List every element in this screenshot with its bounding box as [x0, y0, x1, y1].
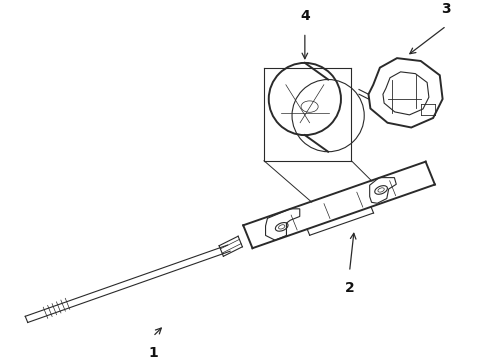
Text: 3: 3	[441, 3, 451, 16]
Text: 1: 1	[148, 346, 158, 360]
Text: 4: 4	[300, 9, 310, 23]
Text: 2: 2	[344, 282, 354, 296]
